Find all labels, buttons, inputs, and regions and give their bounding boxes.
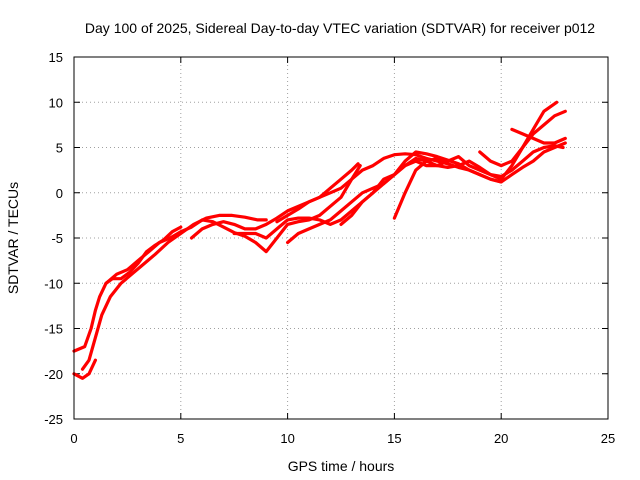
y-tick-label: -15 — [44, 322, 63, 337]
y-tick-label: 10 — [49, 95, 63, 110]
x-tick-label: 0 — [70, 431, 77, 446]
chart-title: Day 100 of 2025, Sidereal Day-to-day VTE… — [85, 20, 595, 36]
x-axis-title: GPS time / hours — [288, 458, 395, 474]
x-tick-label: 5 — [177, 431, 184, 446]
y-tick-label: -10 — [44, 276, 63, 291]
series-line-arc-9 — [392, 156, 450, 220]
y-axis-title: SDTVAR / TECUs — [5, 182, 21, 294]
y-tick-label: 0 — [56, 186, 63, 201]
y-tick-label: 5 — [56, 141, 63, 156]
series-line-arc-8 — [339, 150, 503, 226]
x-tick-label: 25 — [601, 431, 615, 446]
y-tick-label: -25 — [44, 412, 63, 427]
series-line-arc-12 — [510, 127, 567, 145]
series-group — [72, 100, 567, 380]
x-tick-label: 20 — [494, 431, 508, 446]
y-tick-label: -20 — [44, 367, 63, 382]
x-tick-label: 15 — [387, 431, 401, 446]
series-line-arc-10 — [275, 162, 360, 224]
plot-frame — [73, 56, 609, 420]
series-line-arc-7 — [286, 144, 565, 245]
y-tick-labels: -25 -20 -15 -10 -5 0 5 10 15 — [44, 50, 63, 427]
series-line-arc-5 — [189, 141, 567, 240]
y-tick-label: 15 — [49, 50, 63, 65]
series-line-arc-11 — [478, 109, 567, 168]
grid-lines — [74, 57, 608, 419]
x-tick-label: 10 — [280, 431, 294, 446]
series-line-arc-2 — [72, 358, 98, 380]
y-tick-label: -5 — [51, 231, 63, 246]
series-line-arc-3 — [80, 213, 268, 371]
x-tick-labels: 0 5 10 15 20 25 — [70, 431, 615, 446]
